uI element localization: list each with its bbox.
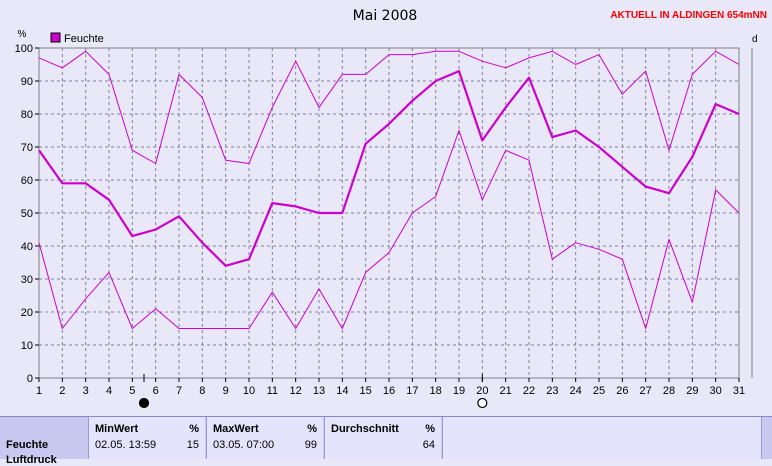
min-unit: % bbox=[189, 423, 199, 435]
series-lines bbox=[38, 50, 740, 329]
y-tick-label: 70 bbox=[21, 142, 33, 154]
min-datetime: 02.05. 13:59 bbox=[95, 439, 157, 451]
new-moon-icon bbox=[138, 397, 150, 409]
legend: Feuchte bbox=[50, 32, 104, 45]
y-tick-label: 50 bbox=[21, 208, 33, 220]
x-tick-label: 4 bbox=[106, 385, 112, 397]
x-tick-label: 23 bbox=[546, 385, 558, 397]
y-axis-ticks: 0 10 20 30 40 50 60 70 80 90 100 bbox=[15, 43, 39, 385]
x-tick-label: 25 bbox=[593, 385, 605, 397]
x-tick-label: 3 bbox=[83, 385, 89, 397]
x-tick-label: 28 bbox=[663, 385, 675, 397]
avg-cell: Durchschnitt % 64 bbox=[324, 417, 441, 459]
series-line-min bbox=[38, 130, 740, 329]
min-header: MinWert bbox=[95, 423, 139, 435]
chart-title: Mai 2008 bbox=[353, 8, 418, 24]
x-tick-label: 21 bbox=[500, 385, 512, 397]
max-datetime: 03.05. 07:00 bbox=[213, 439, 275, 451]
stats-panel: Feuchte Luftdruck MinWert % 02.05. 13:59… bbox=[0, 416, 772, 466]
max-value: 99 bbox=[304, 439, 317, 451]
y-tick-label: 80 bbox=[21, 109, 33, 121]
full-moon-icon bbox=[477, 397, 488, 409]
avg-header: Durchschnitt bbox=[331, 423, 399, 435]
x-tick-label: 27 bbox=[640, 385, 652, 397]
x-tick-label: 5 bbox=[129, 385, 135, 397]
legend-swatch bbox=[50, 32, 61, 43]
series-line-max bbox=[38, 50, 740, 164]
y-unit-label: % bbox=[18, 29, 27, 40]
x-tick-label: 26 bbox=[616, 385, 628, 397]
x-tick-label: 29 bbox=[686, 385, 698, 397]
x-tick-label: 8 bbox=[199, 385, 205, 397]
y-tick-label: 90 bbox=[21, 76, 33, 88]
x-axis-ticks: 1 2 3 4 5 6 7 8 9 10 11 12 13 14 15 16 17 18 19 20 21 22 23 24 2… bbox=[36, 378, 745, 397]
x-tick-label: 19 bbox=[453, 385, 465, 397]
x-tick-label: 9 bbox=[223, 385, 229, 397]
series-line-durchschnitt bbox=[38, 69, 740, 267]
avg-value: 64 bbox=[422, 439, 435, 451]
x-tick-label: 7 bbox=[176, 385, 182, 397]
x-tick-label: 15 bbox=[360, 385, 372, 397]
x-tick-label: 30 bbox=[710, 385, 722, 397]
humidity-chart: Mai 2008 AKTUELL IN ALDINGEN 654mNN % d … bbox=[15, 8, 767, 409]
x-tick-label: 10 bbox=[243, 385, 255, 397]
x-tick-label: 16 bbox=[383, 385, 395, 397]
y-tick-label: 60 bbox=[21, 175, 33, 187]
y-tick-label: 40 bbox=[21, 241, 33, 253]
y-tick-label: 30 bbox=[21, 274, 33, 286]
x-tick-label: 18 bbox=[430, 385, 442, 397]
x-tick-label: 17 bbox=[406, 385, 418, 397]
max-cell: MaxWert % 03.05. 07:00 99 bbox=[206, 417, 323, 459]
min-cell: MinWert % 02.05. 13:59 15 bbox=[88, 417, 205, 459]
right-unit-label: d bbox=[752, 34, 758, 45]
x-tick-label: 20 bbox=[476, 385, 488, 397]
grid bbox=[39, 48, 739, 378]
y-tick-label: 100 bbox=[15, 43, 33, 55]
y-tick-label: 0 bbox=[27, 373, 33, 385]
stats-row-label-2: Luftdruck bbox=[6, 454, 57, 466]
x-tick-label: 6 bbox=[153, 385, 159, 397]
x-tick-label: 13 bbox=[313, 385, 325, 397]
max-unit: % bbox=[307, 423, 317, 435]
empty-cell bbox=[442, 417, 762, 459]
x-tick-label: 2 bbox=[59, 385, 65, 397]
x-tick-label: 1 bbox=[36, 385, 42, 397]
y-tick-label: 10 bbox=[21, 340, 33, 352]
legend-label: Feuchte bbox=[64, 33, 104, 45]
min-value: 15 bbox=[186, 439, 199, 451]
x-tick-label: 11 bbox=[267, 385, 278, 397]
x-tick-label: 12 bbox=[290, 385, 302, 397]
x-tick-label: 14 bbox=[336, 385, 348, 397]
stats-row-label: Feuchte bbox=[6, 439, 49, 451]
x-tick-label: 24 bbox=[570, 385, 582, 397]
moon-markers bbox=[138, 374, 488, 409]
x-tick-label: 22 bbox=[523, 385, 535, 397]
x-tick-label: 31 bbox=[733, 385, 745, 397]
max-header: MaxWert bbox=[213, 423, 259, 435]
avg-unit: % bbox=[425, 423, 435, 435]
y-tick-label: 20 bbox=[21, 307, 33, 319]
station-label: AKTUELL IN ALDINGEN 654mNN bbox=[610, 10, 767, 21]
